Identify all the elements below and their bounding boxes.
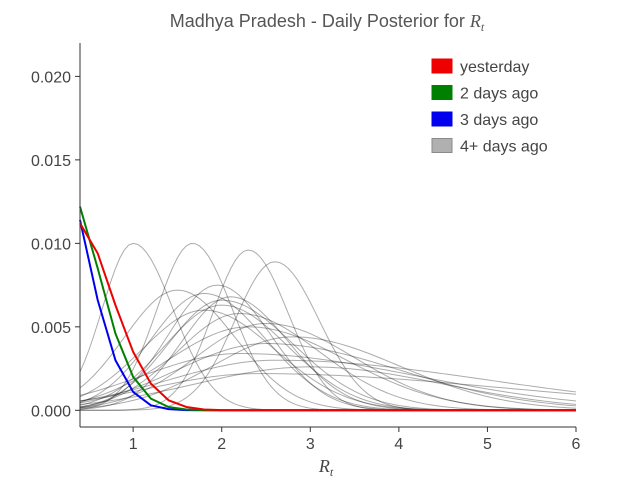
posterior-line-history [79,336,577,409]
y-axis-ticks: 0.000 0.005 0.010 0.015 0.020 [31,69,80,420]
x-tick-label: 5 [483,436,492,453]
x-axis-label: Rt [318,456,334,479]
posterior-line-yesterday [79,222,576,412]
x-tick-label: 1 [129,436,138,453]
posterior-line-history [79,326,577,411]
y-tick-label: 0.010 [31,236,71,253]
chart-title-var-subscript: t [481,20,485,34]
chart-title-var: R [469,11,481,31]
posterior-line-history [79,359,577,402]
posterior-line-history [79,373,577,402]
x-axis-label-subscript: t [330,465,334,479]
x-tick-label: 3 [306,436,315,453]
y-tick-label: 0.015 [31,153,71,170]
history-lines [79,242,577,411]
x-tick-label: 4 [394,436,403,453]
legend-label: 3 days ago [460,112,538,129]
x-tick-label: 6 [572,436,581,453]
y-tick-label: 0.005 [31,320,71,337]
y-tick-label: 0.000 [31,403,71,420]
x-axis-ticks: 1 2 3 4 5 6 [129,427,581,453]
posterior-line-history [79,366,577,405]
legend-swatch [431,138,453,153]
legend-label: 2 days ago [460,86,538,103]
highlight-lines [79,206,576,412]
legend-swatch [431,85,453,100]
legend: yesterday 2 days ago 3 days ago 4+ days ago [431,58,548,156]
legend-swatch [431,58,453,74]
posterior-line-history [79,322,577,411]
chart-title: Madhya Pradesh - Daily Posterior for Rt [170,11,485,34]
posterior-line-history [79,343,577,407]
posterior-line-history [79,353,577,402]
legend-swatch [431,111,453,127]
y-tick-label: 0.020 [31,69,71,86]
x-tick-label: 2 [217,436,226,453]
x-axis-label-main: R [318,456,330,476]
legend-label: 4+ days ago [460,139,548,156]
legend-label: yesterday [460,59,529,76]
chart-title-text: Madhya Pradesh - Daily Posterior for [170,11,470,31]
